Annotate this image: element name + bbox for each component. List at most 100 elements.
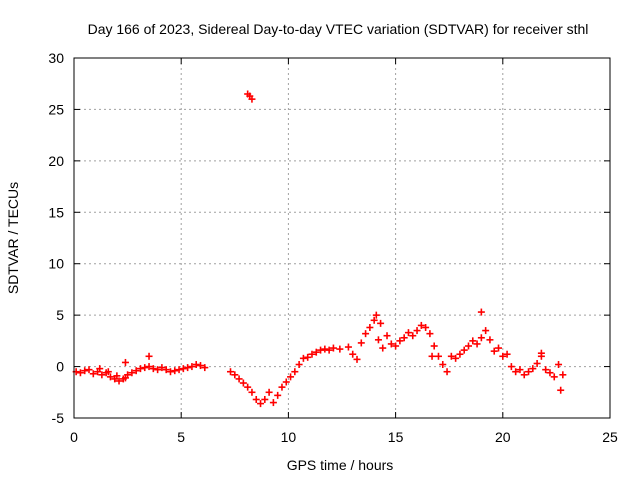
data-point	[149, 365, 157, 373]
data-point	[379, 344, 387, 352]
plot-frame	[73, 57, 611, 419]
data-point	[409, 332, 417, 340]
data-point	[265, 388, 273, 396]
data-point	[372, 311, 380, 319]
y-tick-label: 10	[48, 256, 64, 272]
data-point	[486, 336, 494, 344]
data-point	[175, 366, 183, 374]
data-point	[244, 383, 252, 391]
x-tick-label: 20	[495, 429, 511, 445]
data-point	[447, 352, 455, 360]
data-point	[387, 340, 395, 348]
data-point	[282, 378, 290, 386]
data-point	[104, 368, 112, 376]
data-point	[287, 373, 295, 381]
data-point	[184, 364, 192, 372]
data-point	[325, 346, 333, 354]
data-point	[278, 383, 286, 391]
data-point	[507, 363, 515, 371]
data-point	[171, 367, 179, 375]
data-point	[426, 330, 434, 338]
data-point	[353, 355, 361, 363]
data-point	[76, 369, 84, 377]
data-point	[252, 395, 260, 403]
data-point	[392, 342, 400, 350]
data-point	[121, 358, 129, 366]
data-point	[525, 368, 533, 376]
data-point	[121, 374, 129, 382]
data-point	[542, 366, 550, 374]
data-point	[404, 329, 412, 337]
data-point	[413, 327, 421, 335]
y-tick-label: 25	[48, 101, 64, 117]
data-point	[456, 350, 464, 358]
data-point	[396, 337, 404, 345]
data-point	[304, 353, 312, 361]
x-tick-label: 15	[388, 429, 404, 445]
data-point	[261, 395, 269, 403]
gridlines	[74, 58, 610, 418]
data-point	[141, 364, 149, 372]
data-point	[312, 348, 320, 356]
data-point	[321, 345, 329, 353]
data-point	[460, 346, 468, 354]
data-point	[89, 370, 97, 378]
data-point	[529, 365, 537, 373]
x-tick-label: 5	[177, 429, 185, 445]
data-point	[503, 350, 511, 358]
data-point	[179, 365, 187, 373]
data-point	[366, 323, 374, 331]
data-point	[422, 323, 430, 331]
y-tick-label: 5	[56, 307, 64, 323]
data-point	[428, 352, 436, 360]
data-point	[248, 388, 256, 396]
data-point	[257, 400, 265, 408]
data-point	[136, 365, 144, 373]
data-point	[499, 352, 507, 360]
data-point	[555, 361, 563, 369]
data-point	[370, 316, 378, 324]
data-point	[235, 375, 243, 383]
data-point	[248, 95, 256, 103]
y-tick-label: 30	[48, 50, 64, 66]
y-tick-label: 15	[48, 204, 64, 220]
data-point	[106, 373, 114, 381]
data-point	[98, 371, 106, 379]
data-point	[495, 344, 503, 352]
data-point	[473, 340, 481, 348]
data-point	[546, 369, 554, 377]
data-point	[482, 327, 490, 335]
data-point	[96, 365, 104, 373]
data-point	[533, 359, 541, 367]
data-point	[516, 366, 524, 374]
data-point	[85, 366, 93, 374]
data-point	[154, 366, 162, 374]
x-tick-label: 10	[281, 429, 297, 445]
data-point	[512, 368, 520, 376]
data-point	[291, 368, 299, 376]
data-point	[295, 361, 303, 369]
data-point	[166, 368, 174, 376]
data-point	[362, 330, 370, 338]
data-point	[452, 354, 460, 362]
data-point	[400, 334, 408, 342]
y-tick-label: -5	[52, 410, 65, 426]
data-point	[336, 345, 344, 353]
data-point	[550, 373, 558, 381]
data-point	[132, 367, 140, 375]
data-point	[559, 371, 567, 379]
data-point	[374, 336, 382, 344]
data-point	[520, 371, 528, 379]
data-points	[72, 90, 567, 408]
data-point	[357, 339, 365, 347]
data-point	[192, 361, 200, 369]
data-point	[317, 346, 325, 354]
data-point	[490, 347, 498, 355]
data-point	[434, 352, 442, 360]
data-point	[349, 350, 357, 358]
data-point	[377, 319, 385, 327]
data-point	[158, 364, 166, 372]
y-tick-label: 0	[56, 359, 64, 375]
data-point	[299, 354, 307, 362]
data-point	[443, 368, 451, 376]
